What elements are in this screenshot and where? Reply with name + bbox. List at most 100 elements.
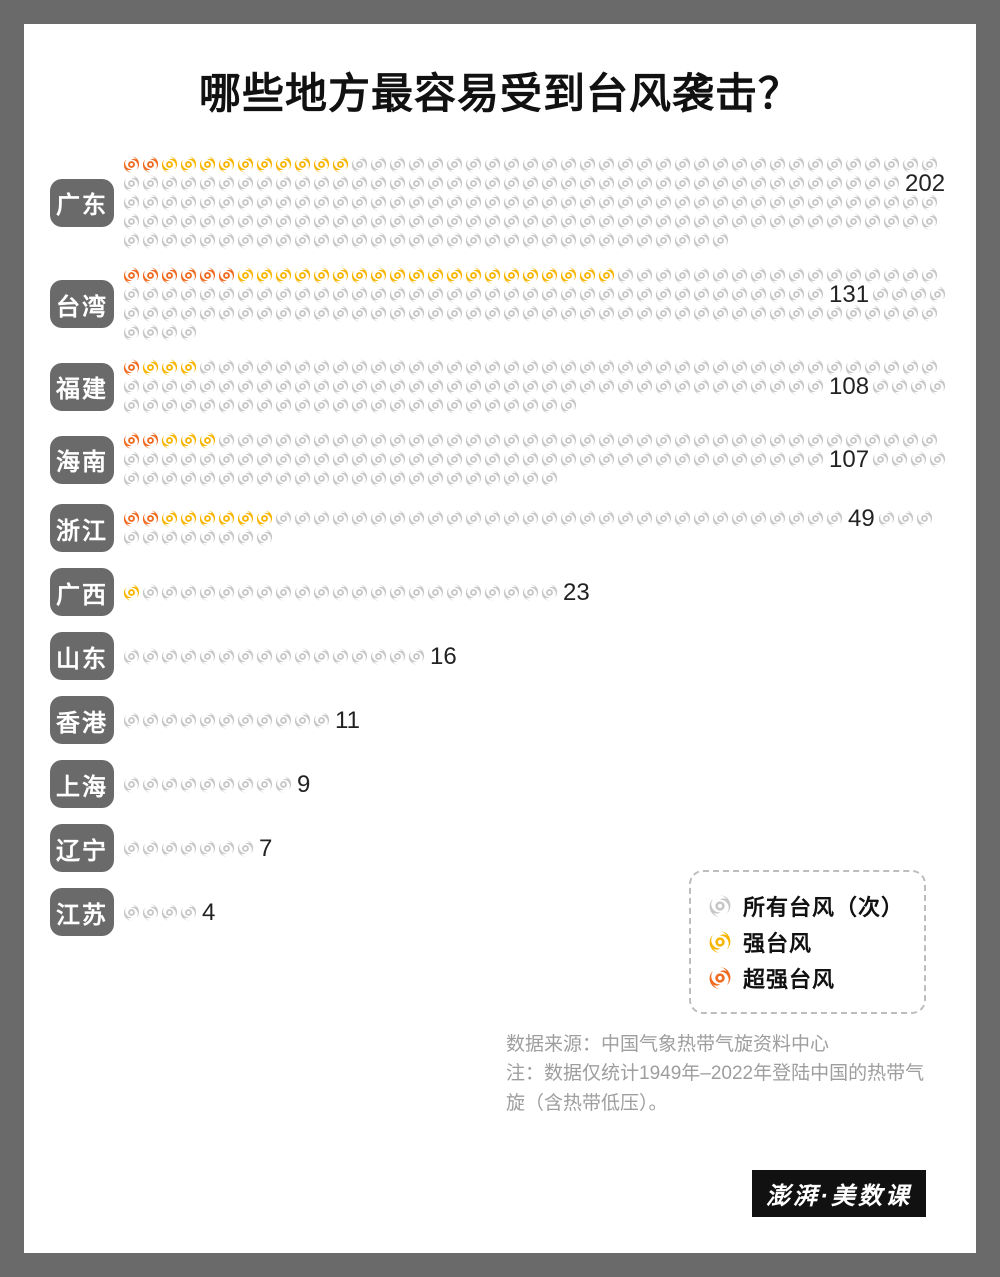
typhoon-icon <box>445 509 464 528</box>
typhoon-icon <box>293 285 312 304</box>
typhoon-icon <box>673 231 692 250</box>
typhoon-icon <box>730 304 749 323</box>
typhoon-icon <box>711 509 730 528</box>
icon-strip: 16 <box>122 647 950 666</box>
typhoon-icon <box>312 266 331 285</box>
typhoon-icon <box>483 285 502 304</box>
typhoon-icon <box>825 155 844 174</box>
typhoon-icon <box>540 583 559 602</box>
typhoon-icon <box>920 431 939 450</box>
typhoon-icon <box>635 285 654 304</box>
typhoon-icon <box>768 304 787 323</box>
typhoon-icon <box>882 304 901 323</box>
typhoon-icon <box>141 212 160 231</box>
typhoon-icon <box>915 509 934 528</box>
typhoon-icon <box>350 193 369 212</box>
typhoon-icon <box>312 304 331 323</box>
typhoon-icon <box>825 193 844 212</box>
typhoon-icon <box>141 469 160 488</box>
typhoon-icon <box>160 193 179 212</box>
typhoon-icon <box>825 304 844 323</box>
typhoon-icon <box>768 174 787 193</box>
typhoon-icon <box>426 231 445 250</box>
typhoon-icon <box>882 174 901 193</box>
icon-strip: 107 <box>122 431 950 488</box>
typhoon-icon <box>787 155 806 174</box>
typhoon-icon <box>909 377 928 396</box>
typhoon-icon <box>274 775 293 794</box>
icon-strip: 49 <box>122 509 950 547</box>
typhoon-icon <box>483 231 502 250</box>
typhoon-icon <box>312 377 331 396</box>
typhoon-icon <box>806 509 825 528</box>
typhoon-icon <box>426 377 445 396</box>
typhoon-icon <box>635 266 654 285</box>
typhoon-icon <box>730 193 749 212</box>
typhoon-icon <box>597 193 616 212</box>
typhoon-icon <box>635 358 654 377</box>
typhoon-icon <box>407 583 426 602</box>
typhoon-icon <box>255 266 274 285</box>
typhoon-icon <box>122 174 141 193</box>
typhoon-icon <box>217 431 236 450</box>
typhoon-icon <box>217 528 236 547</box>
typhoon-icon <box>255 231 274 250</box>
typhoon-icon <box>179 431 198 450</box>
typhoon-icon <box>198 193 217 212</box>
typhoon-icon <box>749 285 768 304</box>
typhoon-icon <box>909 450 928 469</box>
typhoon-icon <box>464 193 483 212</box>
typhoon-icon <box>160 583 179 602</box>
typhoon-icon <box>141 285 160 304</box>
typhoon-icon <box>787 212 806 231</box>
typhoon-icon <box>692 358 711 377</box>
typhoon-icon <box>141 775 160 794</box>
typhoon-icon <box>806 174 825 193</box>
typhoon-icon <box>654 174 673 193</box>
typhoon-icon <box>331 377 350 396</box>
typhoon-icon <box>578 450 597 469</box>
typhoon-icon <box>369 377 388 396</box>
typhoon-icon <box>160 839 179 858</box>
typhoon-icon <box>692 231 711 250</box>
region-label: 辽宁 <box>50 824 114 872</box>
typhoon-icon <box>928 450 947 469</box>
typhoon-icon <box>407 285 426 304</box>
typhoon-icon <box>407 266 426 285</box>
typhoon-icon <box>426 450 445 469</box>
typhoon-icon <box>730 450 749 469</box>
typhoon-icon <box>236 212 255 231</box>
typhoon-icon <box>331 358 350 377</box>
typhoon-icon <box>122 266 141 285</box>
typhoon-icon <box>426 469 445 488</box>
typhoon-icon <box>673 509 692 528</box>
typhoon-icon <box>502 396 521 415</box>
typhoon-icon <box>274 358 293 377</box>
typhoon-icon <box>464 431 483 450</box>
typhoon-icon <box>890 285 909 304</box>
typhoon-icon <box>217 193 236 212</box>
typhoon-icon <box>350 583 369 602</box>
typhoon-icon <box>217 358 236 377</box>
typhoon-icon <box>236 711 255 730</box>
typhoon-icon <box>730 377 749 396</box>
typhoon-icon <box>844 174 863 193</box>
typhoon-icon <box>141 528 160 547</box>
typhoon-icon <box>312 431 331 450</box>
typhoon-icon <box>179 711 198 730</box>
typhoon-icon <box>388 285 407 304</box>
typhoon-icon <box>825 212 844 231</box>
typhoon-icon <box>179 323 198 342</box>
typhoon-icon <box>445 212 464 231</box>
typhoon-icon <box>293 174 312 193</box>
typhoon-icon <box>445 193 464 212</box>
typhoon-icon <box>673 358 692 377</box>
typhoon-icon <box>255 155 274 174</box>
typhoon-icon <box>597 212 616 231</box>
typhoon-icon <box>312 509 331 528</box>
typhoon-icon <box>692 155 711 174</box>
typhoon-icon <box>616 155 635 174</box>
typhoon-icon <box>388 509 407 528</box>
typhoon-icon <box>521 469 540 488</box>
typhoon-icon <box>236 193 255 212</box>
